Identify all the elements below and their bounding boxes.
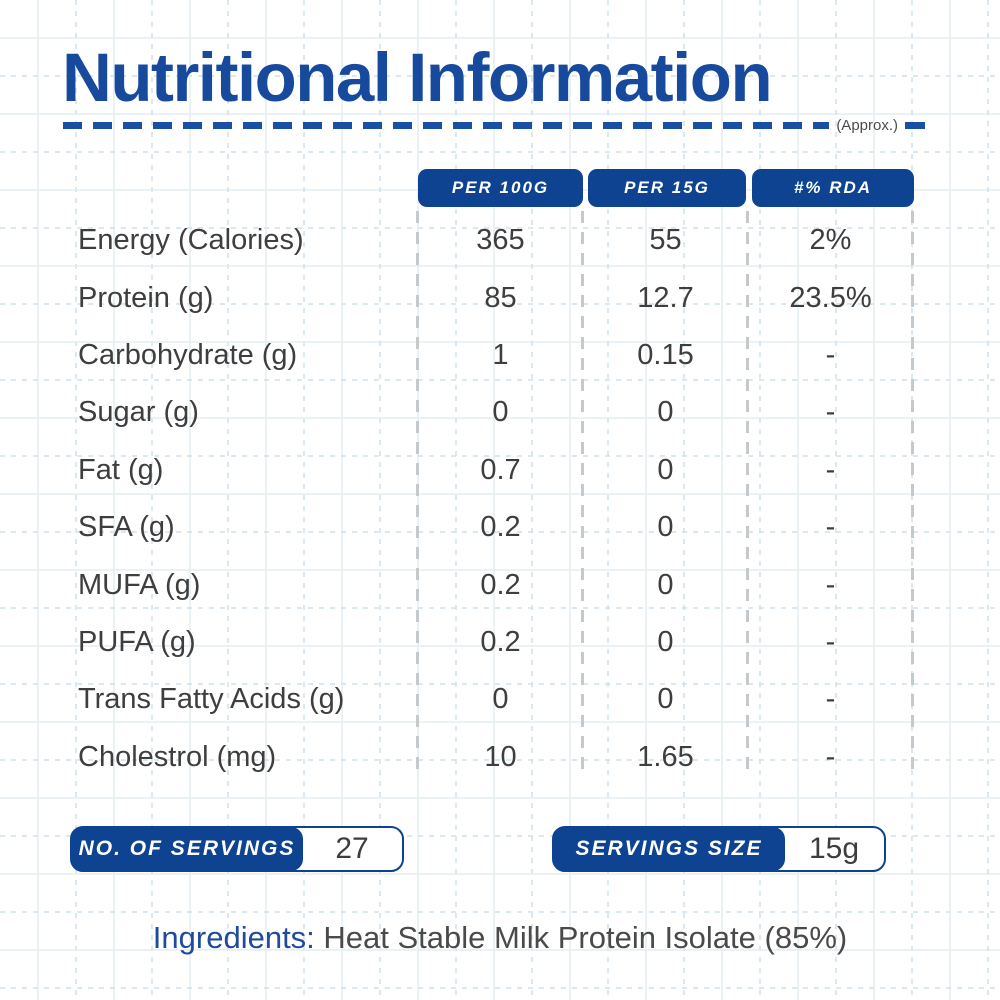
value-per-15g: 1.65: [637, 740, 694, 773]
servings-size-value: 15g: [808, 832, 860, 865]
value-per-15g: 0: [657, 683, 674, 716]
row-label: Trans Fatty Acids (g): [78, 683, 345, 716]
row-label: Cholestrol (mg): [78, 740, 277, 773]
value-rda: -: [825, 511, 836, 544]
dashed-line: [63, 121, 830, 129]
row-label: MUFA (g): [78, 568, 201, 601]
value-rda: -: [825, 740, 836, 773]
nutrition-table: Energy (Calories) 365 55 2% Protein (g) …: [78, 212, 913, 786]
value-per-100g: 85: [484, 281, 517, 314]
servings-count-label: NO. OF SERVINGS: [71, 827, 303, 871]
value-rda: 23.5%: [789, 281, 872, 314]
column-header-rda: #% RDA: [752, 169, 914, 207]
servings-count-value: 27: [335, 832, 369, 865]
value-per-15g: 12.7: [637, 281, 694, 314]
value-per-15g: 0: [657, 453, 674, 486]
value-rda: -: [825, 396, 836, 429]
row-label: SFA (g): [78, 511, 175, 544]
row-label: Sugar (g): [78, 396, 199, 429]
column-header-per-100g: PER 100G: [418, 169, 583, 207]
value-per-100g: 0: [492, 396, 509, 429]
ingredients-value: Heat Stable Milk Protein Isolate (85%): [314, 920, 848, 955]
value-per-100g: 365: [476, 224, 525, 257]
value-per-100g: 0.2: [480, 625, 521, 658]
value-per-15g: 0: [657, 396, 674, 429]
value-per-100g: 10: [484, 740, 517, 773]
value-per-100g: 1: [492, 338, 509, 371]
value-per-100g: 0.2: [480, 568, 521, 601]
ingredients-label: Ingredients:: [152, 920, 315, 955]
value-rda: -: [825, 568, 836, 601]
value-per-100g: 0.7: [480, 453, 521, 486]
column-separator: [581, 211, 584, 777]
row-label: Protein (g): [78, 281, 214, 314]
value-rda: -: [825, 453, 836, 486]
column-header-per-15g: PER 15G: [588, 169, 746, 207]
dashed-line-end: [905, 121, 925, 129]
value-rda: 2%: [809, 224, 852, 257]
column-separator: [416, 211, 419, 777]
servings-count-capsule: NO. OF SERVINGS 27: [70, 826, 404, 872]
row-label: PUFA (g): [78, 625, 196, 658]
value-per-100g: 0: [492, 683, 509, 716]
value-per-15g: 0: [657, 568, 674, 601]
value-rda: -: [825, 338, 836, 371]
title-dashed-underline: (Approx.): [63, 116, 925, 134]
approx-note: (Approx.): [836, 116, 898, 134]
value-per-15g: 55: [649, 224, 682, 257]
page-title: Nutritional Information: [62, 39, 773, 116]
ingredients-line: Ingredients: Heat Stable Milk Protein Is…: [0, 920, 1000, 956]
value-rda: -: [825, 683, 836, 716]
column-separator: [746, 211, 749, 777]
servings-size-capsule: SERVINGS SIZE 15g: [552, 826, 886, 872]
row-label: Fat (g): [78, 453, 164, 486]
column-separator: [911, 211, 914, 777]
row-label: Energy (Calories): [78, 224, 304, 257]
row-label: Carbohydrate (g): [78, 338, 298, 371]
value-per-15g: 0: [657, 511, 674, 544]
value-per-100g: 0.2: [480, 511, 521, 544]
value-rda: -: [825, 625, 836, 658]
value-per-15g: 0: [657, 625, 674, 658]
value-per-15g: 0.15: [637, 338, 694, 371]
servings-size-label: SERVINGS SIZE: [553, 827, 785, 871]
